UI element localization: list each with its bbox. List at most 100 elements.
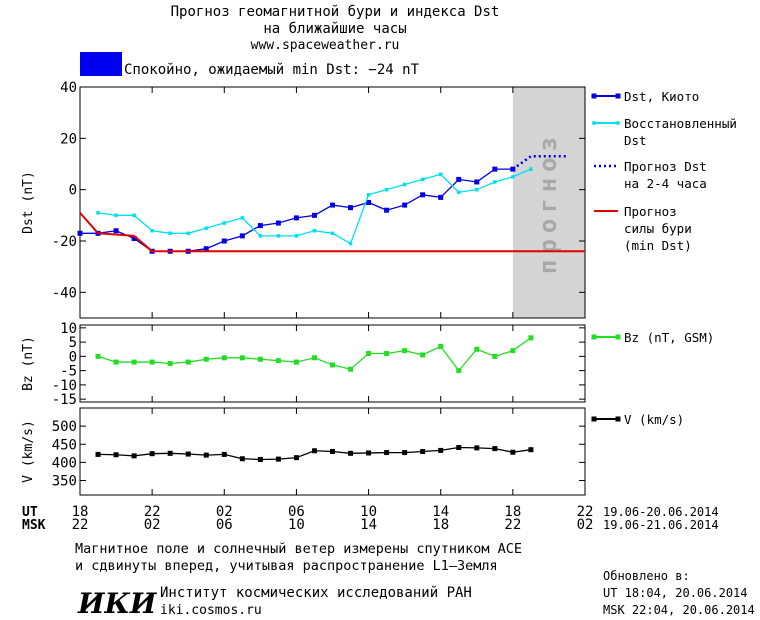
marker xyxy=(528,335,534,341)
marker xyxy=(77,230,83,236)
marker xyxy=(330,362,335,368)
marker xyxy=(203,452,209,458)
marker xyxy=(402,450,408,456)
updated-msk: MSK 22:04, 20.06.2014 xyxy=(603,603,755,617)
marker xyxy=(511,175,515,179)
y-tick-label: 40 xyxy=(60,80,77,96)
marker xyxy=(311,212,317,218)
marker xyxy=(493,180,497,184)
marker xyxy=(221,451,227,457)
y-tick-label: 5 xyxy=(69,335,77,351)
marker xyxy=(239,233,245,239)
legend-swatch xyxy=(616,121,620,125)
marker xyxy=(257,456,263,462)
marker xyxy=(168,231,172,236)
marker xyxy=(330,202,335,208)
x-tick-label: 10 xyxy=(288,517,305,533)
marker xyxy=(366,450,372,456)
x-tick-label: 22 xyxy=(72,517,89,533)
marker xyxy=(348,366,354,372)
marker xyxy=(475,187,479,192)
marker xyxy=(366,193,371,197)
legend-swatch xyxy=(591,93,597,99)
plot-frame xyxy=(79,324,586,403)
legend-label: Bz (nT, GSM) xyxy=(624,330,715,345)
marker xyxy=(204,226,208,230)
marker xyxy=(294,234,299,238)
legend-swatch xyxy=(615,334,621,340)
status-text: Спокойно, ожидаемый min Dst: −24 nT xyxy=(124,62,420,78)
marker xyxy=(149,451,155,457)
marker xyxy=(150,228,154,233)
x-tick-label: 14 xyxy=(432,504,449,520)
marker xyxy=(257,223,263,229)
marker xyxy=(95,451,101,457)
marker xyxy=(510,449,516,455)
y-tick-label: 450 xyxy=(52,437,77,453)
marker xyxy=(221,238,227,244)
legend-swatch xyxy=(592,121,596,125)
marker xyxy=(293,359,299,365)
marker xyxy=(438,447,444,453)
marker xyxy=(113,228,119,234)
note: Магнитное поле и солнечный ветер измерен… xyxy=(75,541,522,557)
title: Прогноз геомагнитной бури и индекса Dst xyxy=(171,4,500,20)
x-tick-label: 18 xyxy=(504,504,521,520)
marker xyxy=(185,359,191,365)
subtitle: на ближайшие часы xyxy=(263,21,406,37)
x-tick-label: 06 xyxy=(216,517,233,533)
y-tick-label: -10 xyxy=(52,378,77,394)
marker xyxy=(311,355,317,361)
marker xyxy=(114,213,118,218)
x-tick-label: 02 xyxy=(577,517,594,533)
y-axis-title: Dst (nT) xyxy=(21,171,36,234)
marker xyxy=(95,353,101,359)
marker xyxy=(402,202,408,208)
x-row-label: MSK xyxy=(22,518,46,533)
x-dates: 19.06-21.06.2014 xyxy=(603,518,719,532)
marker xyxy=(529,167,533,171)
marker xyxy=(258,234,263,238)
marker xyxy=(384,207,390,213)
marker xyxy=(420,192,426,198)
marker xyxy=(457,190,461,194)
updated-label: Обновлено в: xyxy=(603,569,690,583)
marker xyxy=(366,200,372,205)
marker xyxy=(402,348,408,354)
y-tick-label: -5 xyxy=(60,364,77,380)
site: iki.cosmos.ru xyxy=(160,603,262,618)
marker xyxy=(185,451,191,457)
status-box xyxy=(80,52,122,76)
y-tick-label: 20 xyxy=(60,131,77,147)
legend-swatch xyxy=(615,93,621,99)
marker xyxy=(96,211,100,215)
y-tick-label: -40 xyxy=(52,285,77,301)
x-tick-label: 18 xyxy=(432,517,449,533)
marker xyxy=(131,359,137,365)
note: и сдвинуты вперед, учитывая распростране… xyxy=(75,558,498,574)
marker xyxy=(420,352,426,358)
url: www.spaceweather.ru xyxy=(251,38,400,53)
x-tick-label: 18 xyxy=(72,504,89,520)
marker xyxy=(203,246,209,252)
x-tick-label: 22 xyxy=(504,517,521,533)
marker xyxy=(131,235,137,241)
marker xyxy=(275,456,281,462)
marker xyxy=(330,231,335,236)
x-tick-label: 22 xyxy=(577,504,594,520)
marker xyxy=(348,450,354,456)
legend-swatch xyxy=(591,334,597,340)
marker xyxy=(384,450,390,456)
x-tick-label: 14 xyxy=(360,517,377,533)
series-line xyxy=(512,155,567,171)
legend-swatch xyxy=(615,416,621,422)
logo: ИКИ xyxy=(77,587,158,620)
marker xyxy=(221,355,227,361)
marker xyxy=(167,450,173,456)
x-tick-label: 22 xyxy=(144,504,161,520)
marker xyxy=(384,351,390,357)
y-tick-label: 500 xyxy=(52,419,77,435)
marker xyxy=(113,452,119,458)
marker xyxy=(438,343,444,349)
